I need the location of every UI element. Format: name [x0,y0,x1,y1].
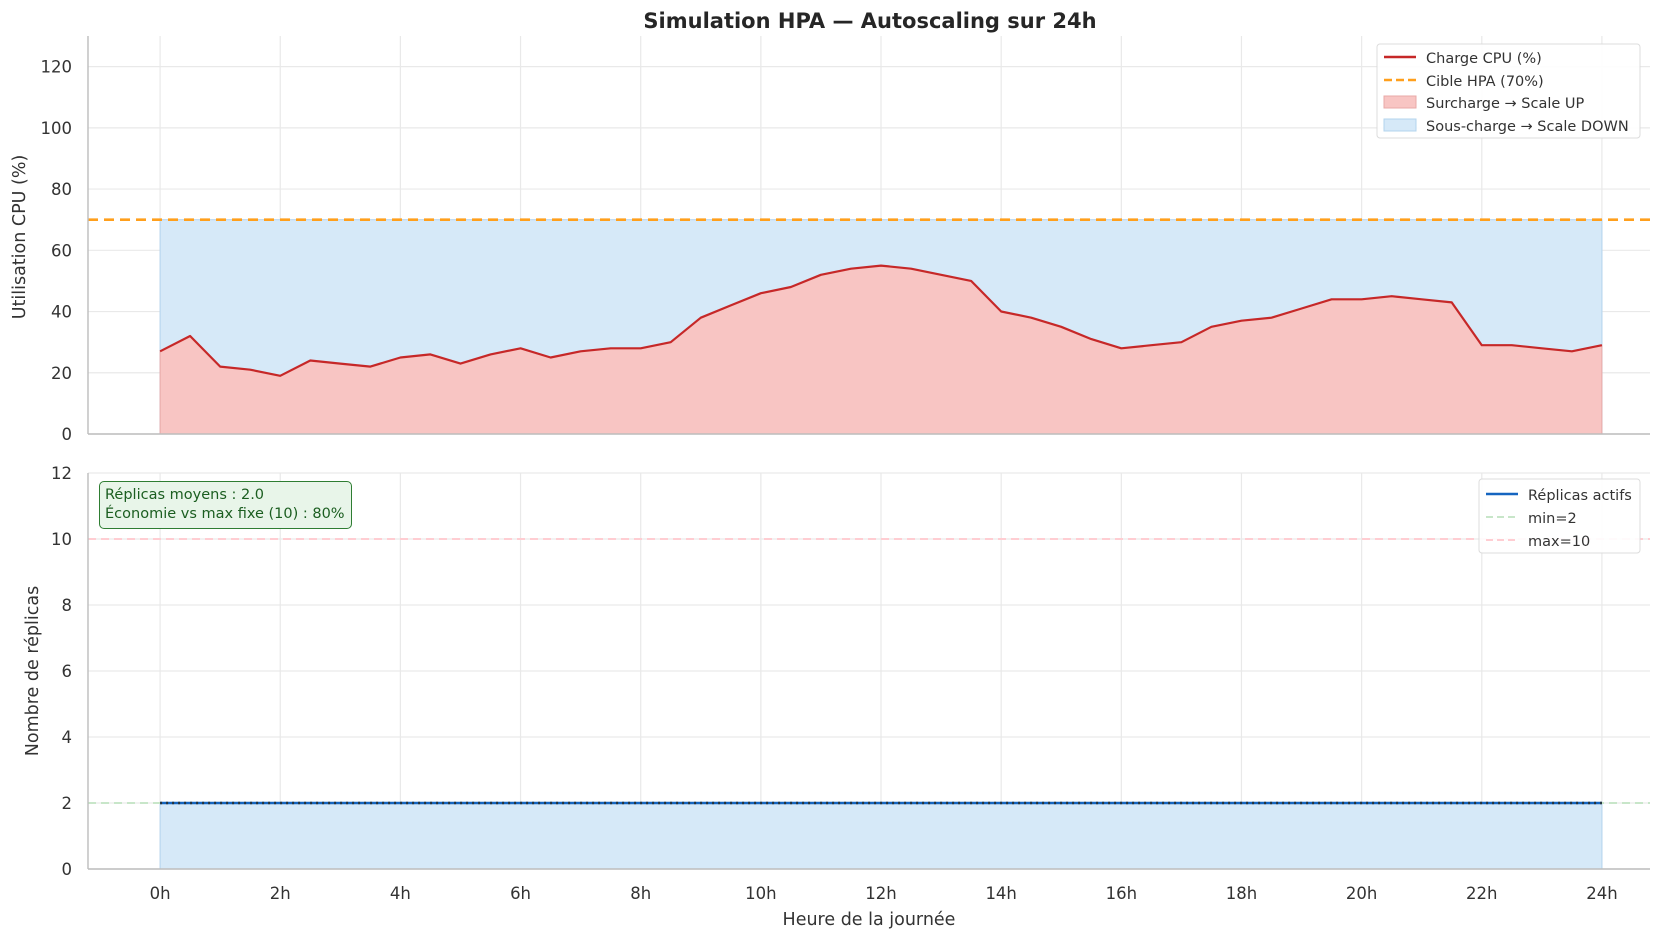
legend-max-label: max=10 [1528,534,1590,550]
replicas-summary-box: Réplicas moyens : 2.0 Économie vs max fi… [99,481,352,529]
hour-tick-label: 8h [630,884,651,903]
cpu-y-tick: 60 [51,241,72,260]
hour-tick-label: 24h [1586,884,1617,903]
legend-scale-down-label: Sous-charge → Scale DOWN [1426,119,1629,135]
hour-tick-label: 4h [390,884,411,903]
hour-x-ticks: 0h 2h 4h 6h 8h 10h 12h 14h 16h 18h 20h 22h 24h [150,884,1618,903]
hour-tick-label: 14h [985,884,1016,903]
cpu-load-line [159,264,1603,377]
replicas-y-tick: 8 [62,596,73,615]
replicas-legend: Réplicas actifs min=2 max=10 [1478,478,1641,554]
replicas-y-ticks: 0 2 4 6 8 10 12 [51,464,72,879]
replicas-y-tick: 6 [62,662,73,681]
cpu-y-tick: 20 [51,364,72,383]
cpu-y-tick: 40 [51,303,72,322]
legend-min-label: min=2 [1528,511,1577,527]
replicas-y-tick: 10 [51,530,72,549]
legend-target-label: Cible HPA (70%) [1426,74,1544,90]
replicas-y-tick: 0 [62,860,73,879]
legend-cpu-label: Charge CPU (%) [1426,51,1542,67]
legend-scale-down-swatch [1383,118,1417,132]
hour-tick-label: 18h [1226,884,1257,903]
legend-scale-up-label: Surcharge → Scale UP [1426,96,1585,112]
cpu-y-tick: 80 [51,180,72,199]
average-replicas-text: Réplicas moyens : 2.0 [105,487,265,503]
replicas-y-tick: 2 [62,794,73,813]
cpu-y-tick: 120 [41,58,73,77]
hour-tick-label: 12h [865,884,896,903]
hour-tick-label: 16h [1106,884,1137,903]
savings-text: Économie vs max fixe (10) : 80% [105,506,345,522]
hour-tick-label: 6h [510,884,531,903]
x-axis-label: Heure de la journée [783,910,956,930]
replicas-y-tick: 4 [62,728,73,747]
cpu-y-tick: 0 [62,425,73,444]
legend-replicas-label: Réplicas actifs [1528,488,1632,504]
hour-tick-label: 20h [1346,884,1377,903]
cpu-legend: Charge CPU (%) Cible HPA (70%) Surcharge… [1376,43,1641,139]
cpu-y-label: Utilisation CPU (%) [10,155,30,320]
replicas-area [159,802,1603,870]
cpu-y-ticks: 0 20 40 60 80 100 120 [41,58,73,444]
hour-tick-label: 0h [150,884,171,903]
chart-title: Simulation HPA — Autoscaling sur 24h [643,9,1096,33]
replicas-y-label: Nombre de réplicas [23,586,43,756]
hour-tick-label: 22h [1466,884,1497,903]
hour-tick-label: 2h [270,884,291,903]
legend-scale-up-swatch [1383,95,1417,109]
replicas-y-tick: 12 [51,464,72,483]
hour-tick-label: 10h [745,884,776,903]
cpu-y-tick: 100 [41,119,73,138]
